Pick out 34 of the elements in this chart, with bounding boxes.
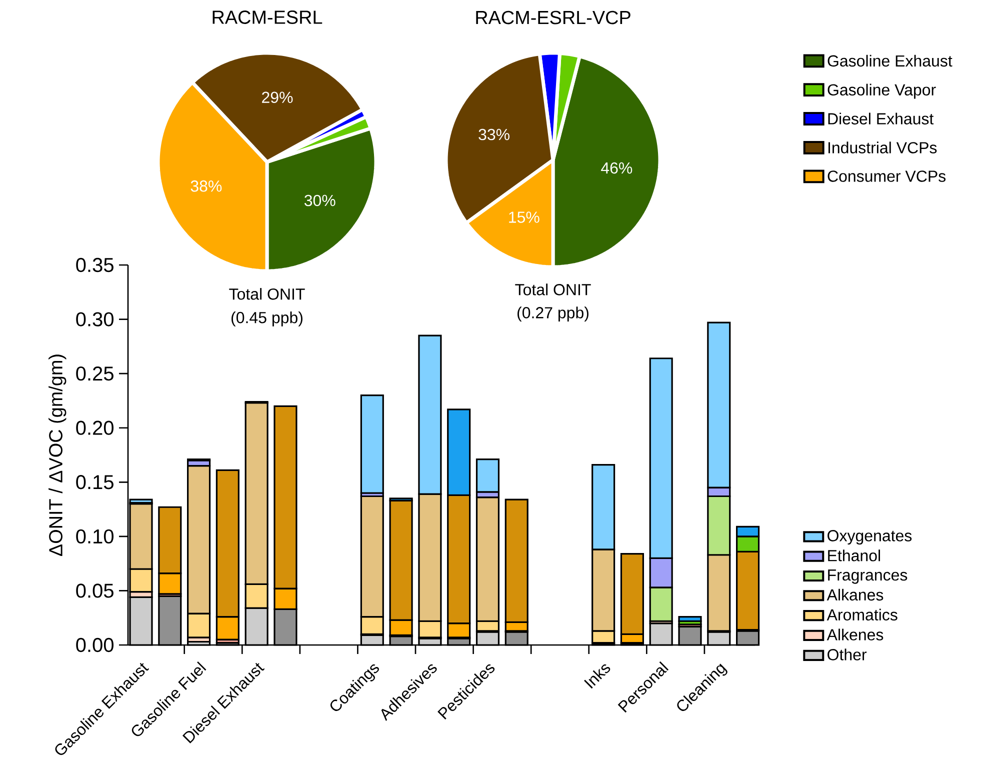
legend-label: Ethanol [828, 550, 880, 562]
annotation: Total ONIT [515, 284, 591, 296]
legend-label: Gasoline Vapor [828, 84, 936, 99]
y-tick-label: 0.10 [76, 529, 114, 544]
legend-label: Gasoline Exhaust [828, 54, 952, 67]
annotation: (0.27 ppb) [518, 306, 588, 322]
legend-label: Alkanes [826, 588, 884, 601]
annotation: Total ONIT [229, 288, 305, 300]
y-tick-label: 0.05 [76, 584, 114, 598]
legend-label: Industrial VCPs [828, 142, 937, 154]
data-label: 38% [190, 180, 222, 192]
y-tick-label: 0.00 [76, 638, 114, 652]
data-label: 15% [509, 212, 540, 223]
y-tick-label: 0.30 [76, 312, 114, 326]
annotation: (0.45 ppb) [232, 312, 302, 326]
legend-label: Aromatics [826, 608, 898, 620]
legend-label: Alkenes [826, 628, 884, 640]
data-label: 29% [262, 92, 293, 104]
legend-label: Oxygenates [828, 530, 912, 545]
chart-title: RACM-ESRL-VCP [476, 10, 630, 24]
legend-label: Diesel Exhaust [828, 112, 934, 124]
data-label: 33% [478, 128, 510, 140]
legend-label: Fragrances [828, 569, 908, 584]
y-tick-label: 0.20 [76, 420, 114, 435]
y-tick-label: 0.35 [76, 258, 114, 272]
legend-label: Consumer VCPs [828, 170, 946, 182]
y-tick-label: 0.25 [76, 366, 114, 381]
chart-title: RACM-ESRL [212, 10, 322, 24]
y-axis-title: ΔONIT / ΔVOC (gm/gm) [48, 354, 66, 556]
legend-label: Other [828, 648, 867, 660]
x-tick-label: Inks [584, 664, 610, 689]
y-tick-label: 0.15 [76, 475, 114, 490]
data-label: 30% [304, 194, 336, 206]
data-label: 46% [601, 162, 632, 174]
